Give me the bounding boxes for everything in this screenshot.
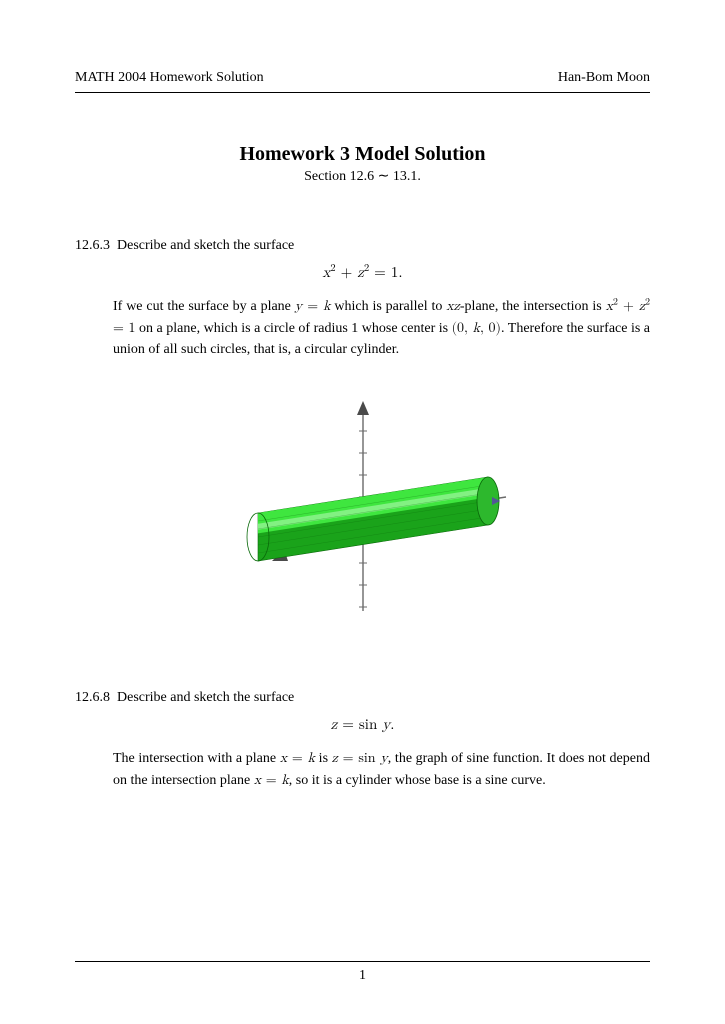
equation: z = sin y. <box>75 716 650 734</box>
cylinder-figure <box>75 389 650 619</box>
problem-prompt: Describe and sketch the surface <box>117 238 294 253</box>
problem-label: 12.6.3 <box>75 238 110 253</box>
problem-prompt: Describe and sketch the surface <box>117 690 294 705</box>
problem-label: 12.6.8 <box>75 690 110 705</box>
header-left: MATH 2004 Homework Solution <box>75 70 264 86</box>
problem-block: 12.6.8 Describe and sketch the surface <box>75 687 650 708</box>
page-subtitle: Section 12.6 ∼ 13.1. <box>75 168 650 185</box>
page-number: 1 <box>75 968 650 984</box>
page-title: Homework 3 Model Solution <box>75 143 650 166</box>
page-footer: 1 <box>75 961 650 984</box>
problem-explanation: If we cut the surface by a plane y = k w… <box>113 296 650 361</box>
cylinder-svg <box>188 389 538 619</box>
equation: x2 + z2 = 1. <box>75 264 650 282</box>
page-header: MATH 2004 Homework Solution Han-Bom Moon <box>75 70 650 90</box>
footer-rule <box>75 961 650 962</box>
header-rule <box>75 92 650 93</box>
problem-block: 12.6.3 Describe and sketch the surface <box>75 235 650 256</box>
header-right: Han-Bom Moon <box>558 70 650 86</box>
problem-explanation: The intersection with a plane x = k is z… <box>113 748 650 791</box>
